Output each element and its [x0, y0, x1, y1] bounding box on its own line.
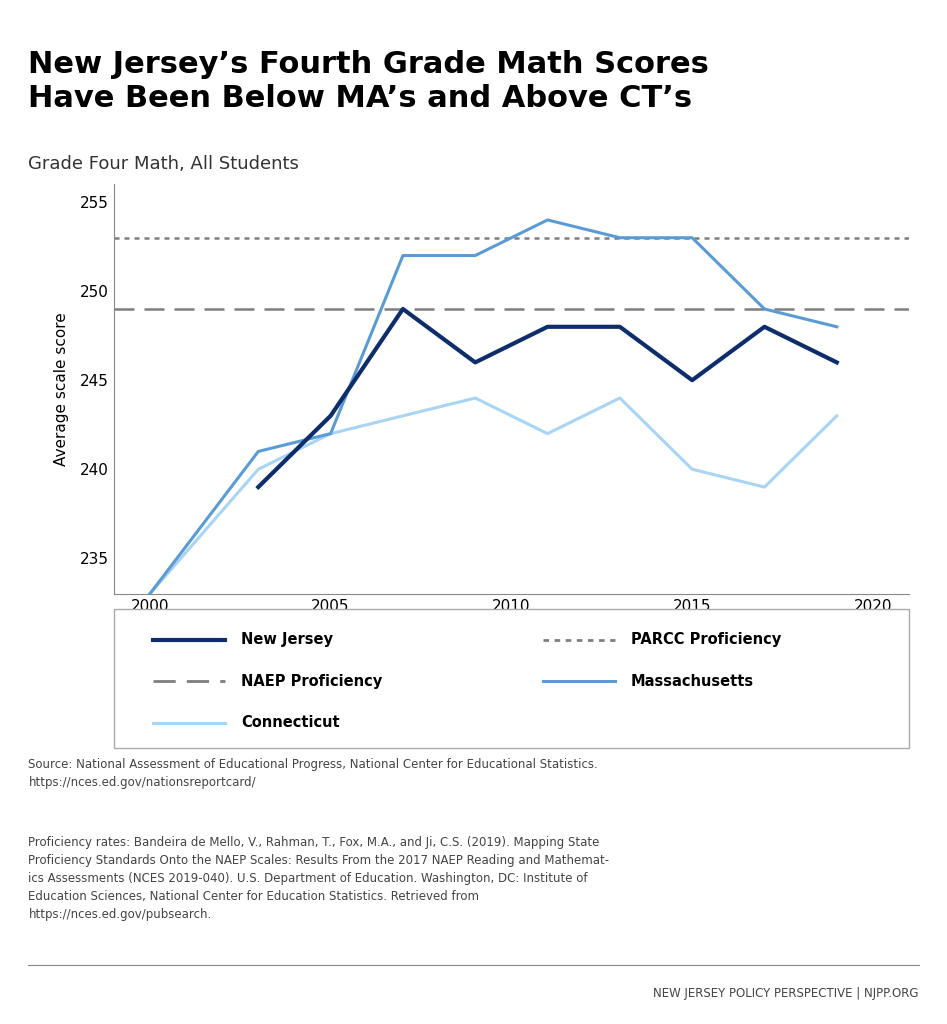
Text: NAEP Proficiency: NAEP Proficiency: [241, 674, 383, 689]
Text: Source: National Assessment of Educational Progress, National Center for Educati: Source: National Assessment of Education…: [28, 758, 599, 788]
Text: PARCC Proficiency: PARCC Proficiency: [631, 632, 781, 647]
Text: NEW JERSEY POLICY PERSPECTIVE | NJPP.ORG: NEW JERSEY POLICY PERSPECTIVE | NJPP.ORG: [653, 987, 919, 999]
Text: Proficiency rates: Bandeira de Mello, V., Rahman, T., Fox, M.A., and Ji, C.S. (2: Proficiency rates: Bandeira de Mello, V.…: [28, 836, 610, 921]
X-axis label: Year: Year: [493, 623, 529, 640]
Text: New Jersey: New Jersey: [241, 632, 333, 647]
Text: Massachusetts: Massachusetts: [631, 674, 754, 689]
FancyBboxPatch shape: [114, 609, 909, 748]
Y-axis label: Average scale score: Average scale score: [54, 312, 69, 466]
Text: Grade Four Math, All Students: Grade Four Math, All Students: [28, 155, 299, 173]
Text: Connecticut: Connecticut: [241, 715, 340, 730]
Text: New Jersey’s Fourth Grade Math Scores
Have Been Below MA’s and Above CT’s: New Jersey’s Fourth Grade Math Scores Ha…: [28, 50, 709, 113]
